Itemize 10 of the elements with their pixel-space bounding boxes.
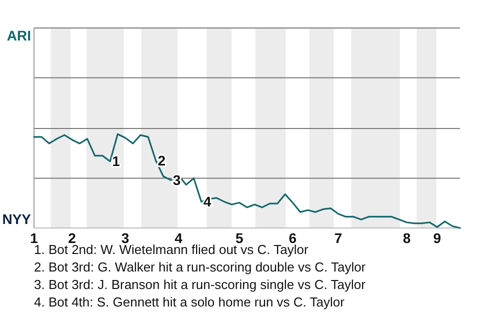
text: 2. Bot 3rd: G. Walker hit a run-scoring double vs C. Taylor	[34, 260, 366, 274]
x-tick-label: 7	[334, 230, 342, 246]
annotation: 2	[158, 152, 166, 168]
text: ARI	[6, 28, 31, 44]
text: NYY	[2, 210, 32, 227]
x-tick-label: 8	[402, 230, 411, 246]
annotation: 1	[112, 153, 120, 170]
text: 3. Bot 3rd: J. Branson hit a run-scoring single vs C. Taylor	[34, 277, 366, 292]
x-tick-label: 9	[433, 230, 442, 246]
text: 4. Bot 4th: S. Gennett hit a solo home run vs C. Taylor	[34, 294, 346, 310]
